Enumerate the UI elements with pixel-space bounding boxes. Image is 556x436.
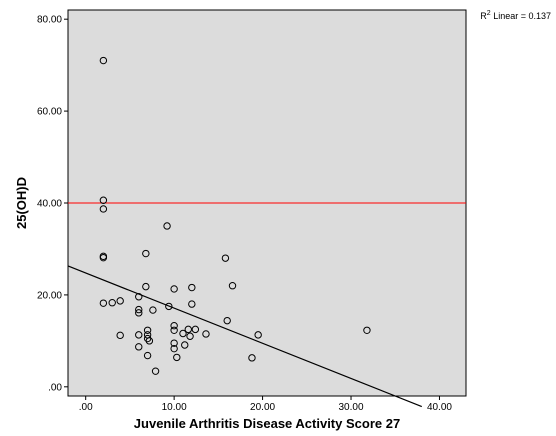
- data-point: [116, 331, 124, 340]
- x-axis-title: Juvenile Arthritis Disease Activity Scor…: [134, 416, 400, 431]
- data-point: [248, 354, 256, 362]
- data-point: [142, 249, 150, 258]
- data-point: [165, 302, 173, 311]
- data-point: [135, 309, 143, 317]
- data-point: [135, 343, 143, 351]
- data-point: [254, 331, 262, 339]
- x-tick-label: .00: [79, 402, 93, 413]
- data-point: [170, 326, 178, 334]
- data-point: [186, 332, 194, 340]
- data-point: [188, 300, 196, 308]
- data-point: [145, 337, 154, 345]
- data-point: [99, 205, 108, 213]
- data-point: [143, 334, 152, 343]
- data-point: [99, 196, 108, 204]
- data-point: [170, 339, 178, 347]
- y-tick-label: 20.00: [37, 290, 62, 301]
- data-point: [149, 306, 157, 314]
- data-point: [363, 326, 371, 334]
- data-point: [173, 353, 181, 362]
- data-point: [181, 341, 189, 349]
- y-tick-label: 80.00: [37, 15, 62, 26]
- data-point: [170, 344, 178, 353]
- data-point: [188, 283, 196, 292]
- data-point: [135, 293, 143, 301]
- x-tick-label: 10.00: [162, 402, 187, 413]
- data-point: [135, 305, 143, 314]
- data-point: [179, 329, 187, 338]
- x-tick-label: 20.00: [250, 402, 275, 413]
- data-point: [99, 299, 108, 307]
- data-point: [228, 282, 237, 290]
- data-point: [184, 325, 192, 334]
- x-tick-label: 30.00: [339, 402, 364, 413]
- data-point: [202, 330, 210, 338]
- y-tick-label: 40.00: [37, 199, 62, 210]
- linear-fit-line: [67, 265, 422, 408]
- data-point: [163, 222, 171, 230]
- y-axis-title: 25(OH)D: [14, 177, 29, 229]
- data-point: [108, 299, 116, 307]
- data-point: [221, 254, 230, 262]
- y-tick-label: 60.00: [37, 107, 62, 118]
- data-point: [99, 253, 108, 262]
- x-tick-label: 40.00: [427, 402, 452, 413]
- data-point: [142, 282, 150, 291]
- data-point: [143, 326, 152, 334]
- data-point: [223, 316, 231, 325]
- data-point: [170, 285, 178, 293]
- data-point: [191, 325, 200, 334]
- r2-linear-label: R2 Linear = 0.137: [480, 10, 551, 21]
- data-point: [151, 367, 160, 375]
- data-point: [143, 351, 152, 360]
- y-tick-label: .00: [48, 382, 62, 393]
- data-point: [135, 331, 143, 339]
- data-point: [170, 321, 178, 330]
- data-point: [116, 297, 124, 305]
- data-point: [99, 56, 108, 65]
